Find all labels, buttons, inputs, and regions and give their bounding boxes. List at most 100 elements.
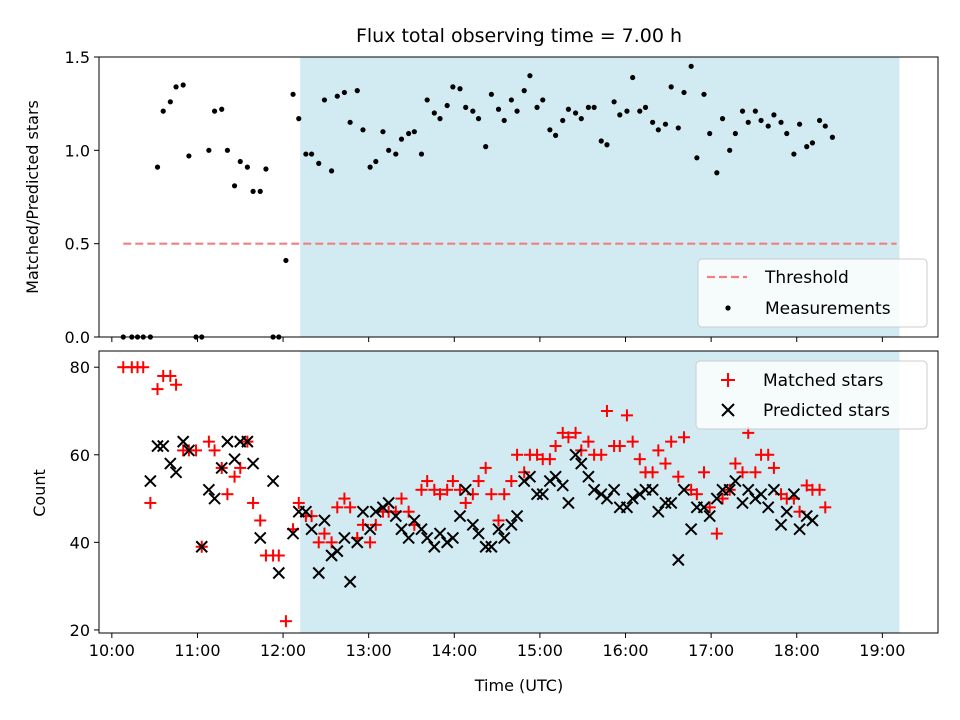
count-y-tick-label: 80: [70, 358, 90, 377]
measurements-point: [719, 116, 726, 122]
predicted-stars-point-b: [305, 523, 318, 536]
matched-stars-point: [479, 461, 492, 474]
matched-stars-point: [312, 536, 325, 549]
matched-stars-point: [813, 483, 826, 496]
measurements-point: [450, 84, 456, 90]
matched-stars-point: [272, 549, 285, 562]
measurements-point: [431, 110, 437, 116]
predicted-stars-point-b: [498, 531, 511, 545]
predicted-stars-point: [176, 435, 190, 448]
predicted-stars-point: [472, 527, 485, 540]
predicted-stars-point-b: [806, 514, 819, 527]
predicted-stars-point: [208, 492, 221, 505]
matched-stars-point: [202, 435, 215, 448]
measurements-point: [565, 106, 572, 112]
predicted-stars-point: [742, 483, 755, 497]
matched-stars-point: [729, 457, 742, 470]
measurements-point: [527, 73, 533, 79]
count-legend-box: [695, 360, 928, 430]
predicted-stars-point-b: [195, 540, 208, 553]
measurements-point: [791, 151, 797, 157]
predicted-stars-point: [549, 470, 562, 483]
matched-stars-point: [703, 501, 716, 514]
matched-stars-point: [208, 444, 221, 457]
predicted-stars-point-b: [312, 566, 325, 580]
matched-stars-point: [485, 488, 498, 501]
predicted-stars-point: [767, 483, 781, 497]
measurements-point: [552, 132, 559, 138]
predicted-stars-point-b: [754, 487, 768, 501]
predicted-stars-point-b: [459, 483, 472, 497]
measurements-point: [309, 151, 315, 157]
predicted-stars-point: [266, 474, 280, 488]
measurements-point: [173, 84, 179, 90]
measurements-point: [508, 97, 514, 103]
x-tick-label: 11:00: [174, 641, 220, 660]
measurements-point: [211, 108, 218, 114]
x-tick-label: 14:00: [431, 641, 477, 660]
predicted-stars-point-b: [338, 531, 351, 545]
matched-stars-point: [626, 435, 639, 448]
measurements-point: [406, 130, 412, 137]
measurements-point: [321, 97, 328, 103]
predicted-stars-point: [446, 531, 460, 545]
matched-stars-point: [582, 435, 595, 448]
count-panel: 10:00 11:00 12:00 13:00 14:00 15:00 16:00 17:00…: [30, 350, 939, 660]
predicted-stars-point-b: [299, 505, 313, 518]
measurements-point: [688, 63, 694, 69]
measurements-point: [393, 151, 399, 157]
predicted-stars-point: [305, 523, 318, 536]
predicted-stars-point: [684, 523, 698, 536]
predicted-stars-point-b: [556, 479, 569, 492]
matched-stars-point: [459, 496, 472, 509]
x-axis-label: Time (UTC): [474, 676, 563, 695]
matched-stars-point: [562, 431, 575, 444]
predicted-stars-point-b: [672, 553, 685, 567]
matched-stars-point: [364, 536, 377, 549]
chart-title: Flux total observing time = 7.00 h: [356, 25, 682, 47]
predicted-stars-point: [228, 452, 241, 466]
matched-stars-point: [421, 475, 434, 488]
measurements-point: [560, 117, 566, 124]
matched-stars-point: [678, 431, 691, 444]
predicted-stars-point-b: [505, 518, 518, 532]
predicted-stars-point: [395, 523, 408, 536]
measurements-point: [334, 93, 340, 99]
predicted-stars-point-b: [420, 531, 434, 545]
predicted-stars-point-b: [363, 523, 377, 536]
measurements-point: [296, 116, 302, 122]
predicted-stars-point: [703, 509, 716, 523]
predicted-stars-point-b: [351, 536, 364, 549]
predicted-stars-point-b: [530, 487, 544, 501]
predicted-stars-point-b: [408, 514, 421, 527]
matched-stars-point: [292, 496, 305, 509]
predicted-stars-point-b: [697, 501, 711, 514]
predicted-stars-point: [338, 531, 351, 545]
matched-stars-point: [318, 527, 331, 540]
measurements-point: [411, 129, 417, 135]
measurements-point: [752, 108, 758, 114]
predicted-stars-point-b: [492, 523, 505, 536]
predicted-stars-point-b: [761, 501, 775, 514]
predicted-legend-label: Predicted stars: [763, 401, 890, 421]
matched-stars-point: [446, 475, 459, 488]
predicted-stars-point-b: [382, 496, 395, 510]
predicted-stars-point: [272, 566, 285, 580]
predicted-stars-point-b: [221, 435, 234, 448]
matched-stars-point: [247, 496, 260, 509]
matched-stars-point: [646, 466, 659, 479]
predicted-stars-point-b: [510, 509, 524, 523]
predicted-legend-swatch: [721, 403, 735, 417]
predicted-stars-point: [787, 487, 801, 501]
measurements-point: [650, 119, 656, 125]
measurements-point: [457, 86, 463, 92]
matched-stars-point: [164, 369, 177, 382]
predicted-stars-point-b: [710, 492, 724, 505]
measurements-point: [585, 104, 592, 110]
predicted-stars-point-b: [369, 505, 383, 518]
predicted-stars-point-b: [736, 496, 749, 510]
matched-stars-point: [762, 448, 775, 461]
matched-stars-point: [151, 383, 164, 396]
predicted-stars-point: [428, 540, 441, 553]
measurements-point: [739, 108, 746, 114]
